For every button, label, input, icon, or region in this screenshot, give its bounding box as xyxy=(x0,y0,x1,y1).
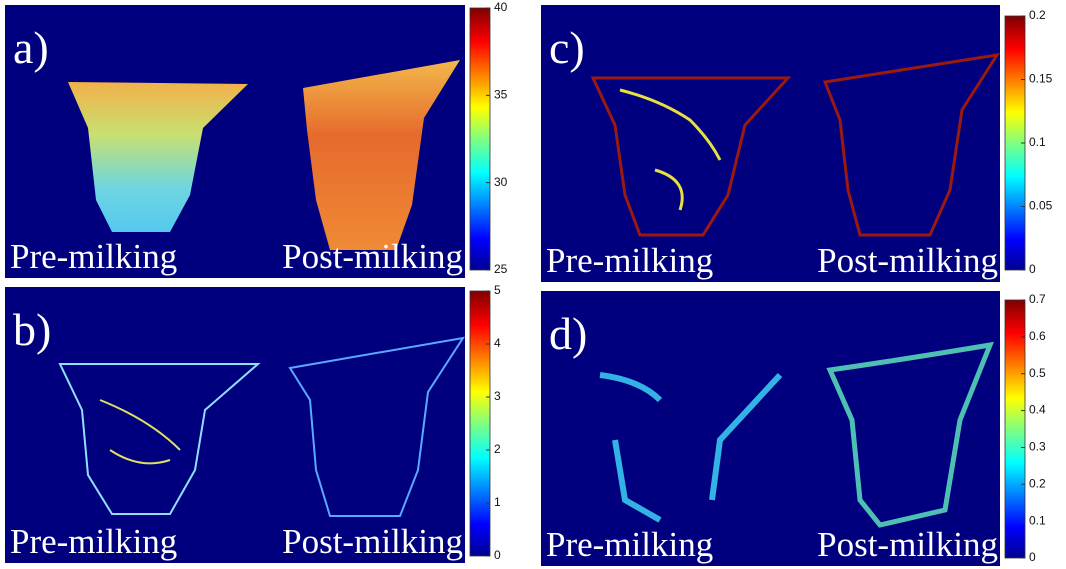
figure: a)Pre-milkingPost-milking25303540b)Pre-m… xyxy=(0,0,1066,569)
caption: Pre-milking xyxy=(546,241,713,280)
colorbar-tick-label: 0.2 xyxy=(1029,8,1046,22)
caption: Post-milking xyxy=(817,525,998,564)
colorbar-tick-label: 2 xyxy=(494,442,501,456)
colorbar-tick-label: 25 xyxy=(494,262,508,276)
colorbar-tick-label: 1 xyxy=(494,495,501,509)
caption: Pre-milking xyxy=(10,522,177,561)
colorbar-tick-label: 0.15 xyxy=(1029,72,1053,86)
colorbar-tick-label: 5 xyxy=(494,283,501,297)
colorbar-tick-label: 0 xyxy=(1029,550,1036,564)
colorbar xyxy=(470,8,490,270)
colorbar-tick-label: 3 xyxy=(494,389,501,403)
colorbar-tick-label: 0.05 xyxy=(1029,199,1053,213)
panel-label: d) xyxy=(549,308,587,359)
colorbar-tick-label: 0.1 xyxy=(1029,135,1046,149)
panel-label: b) xyxy=(13,304,51,355)
panel-label: a) xyxy=(13,22,49,73)
colorbar-tick-label: 0.5 xyxy=(1029,366,1046,380)
colorbar-tick-label: 0 xyxy=(1029,262,1036,276)
colorbar-tick-label: 35 xyxy=(494,88,508,102)
colorbar-tick-label: 0 xyxy=(494,548,501,562)
colorbar xyxy=(470,291,490,556)
colorbar-tick-label: 0.7 xyxy=(1029,292,1046,306)
colorbar xyxy=(1005,300,1025,558)
caption: Post-milking xyxy=(282,237,463,276)
colorbar-tick-label: 0.4 xyxy=(1029,403,1046,417)
caption: Post-milking xyxy=(817,241,998,280)
colorbar-tick-label: 0.2 xyxy=(1029,476,1046,490)
colorbar-tick-label: 0.3 xyxy=(1029,440,1046,454)
caption: Pre-milking xyxy=(546,525,713,564)
colorbar-tick-label: 40 xyxy=(494,0,508,14)
colorbar-tick-label: 30 xyxy=(494,175,508,189)
colorbar-tick-label: 4 xyxy=(494,336,501,350)
caption: Post-milking xyxy=(282,522,463,561)
colorbar-tick-label: 0.1 xyxy=(1029,513,1046,527)
colorbar-tick-label: 0.6 xyxy=(1029,329,1046,343)
caption: Pre-milking xyxy=(10,237,177,276)
panel-label: c) xyxy=(549,22,585,73)
